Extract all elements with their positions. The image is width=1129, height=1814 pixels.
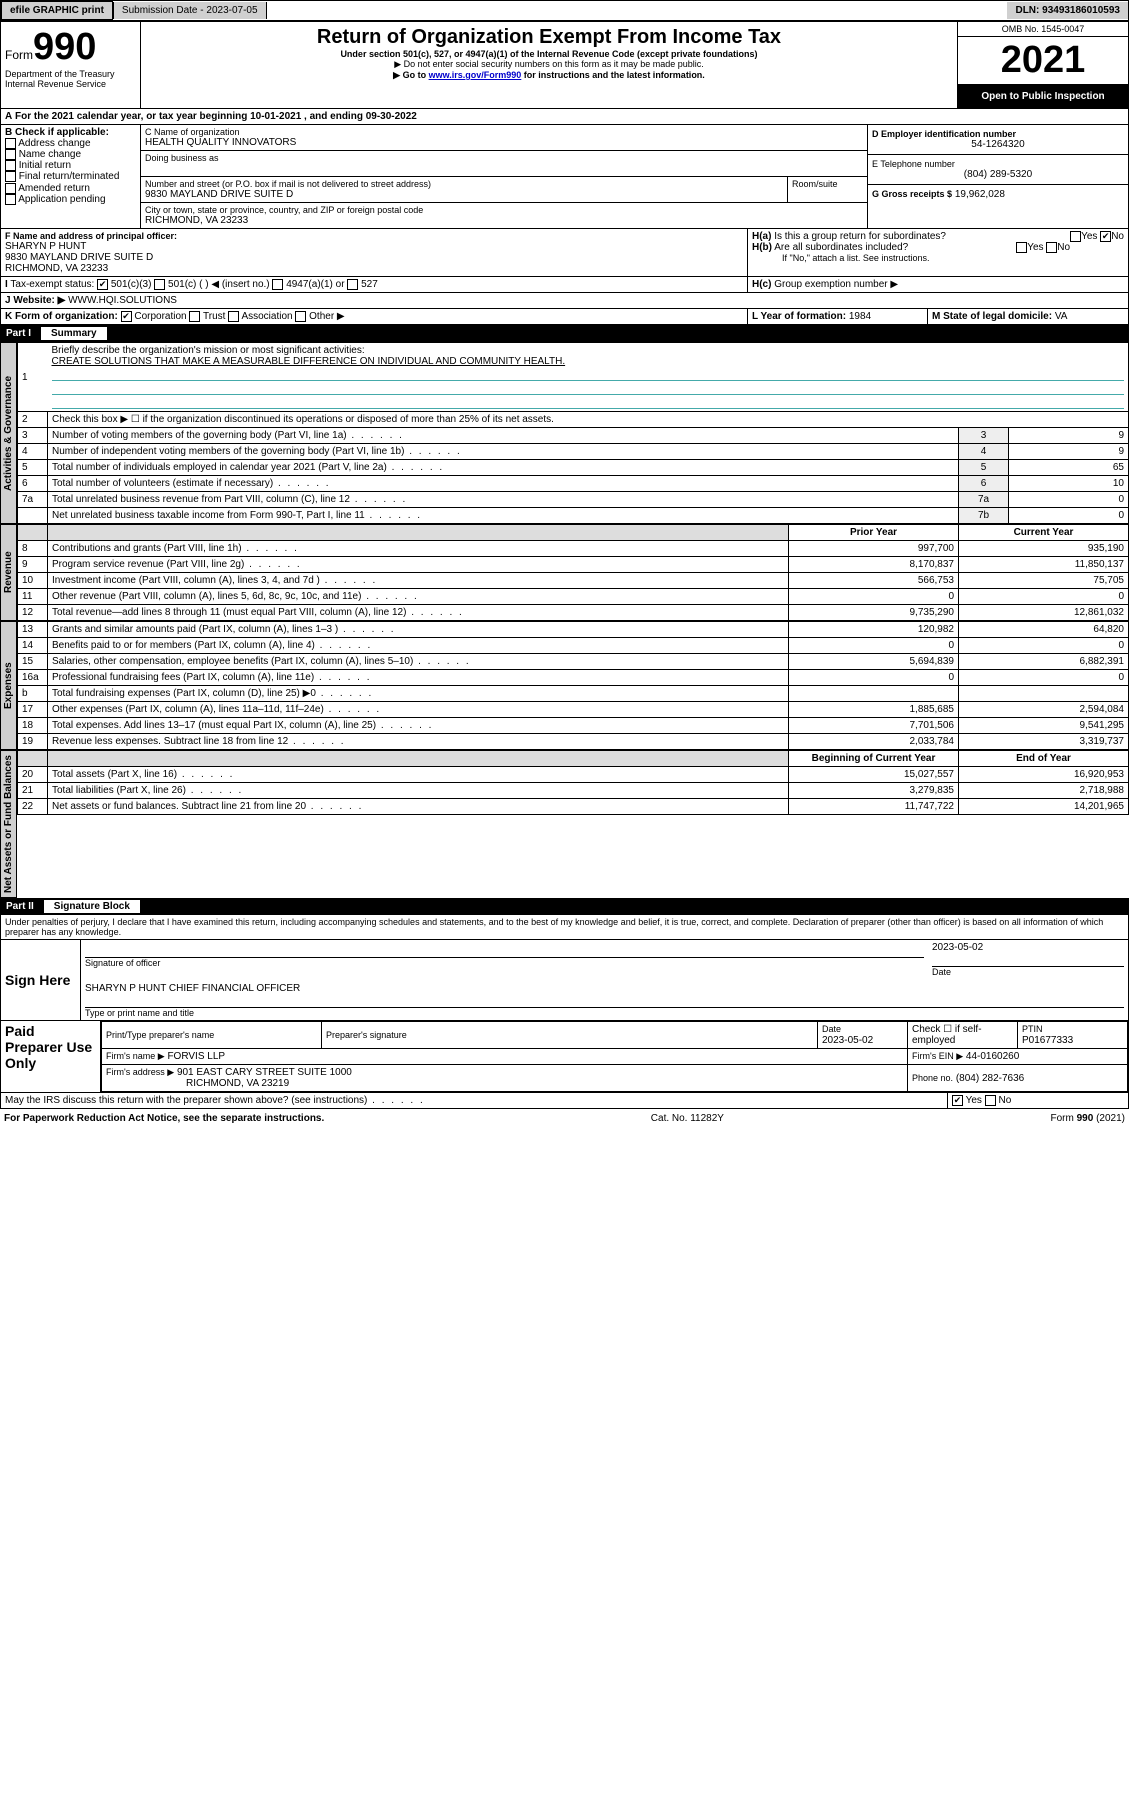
form-header: Form990 Department of the Treasury Inter…: [0, 21, 1129, 109]
year-formed: 1984: [849, 311, 871, 322]
d-lbl: D Employer identification number: [872, 129, 1124, 139]
efile-print-button[interactable]: efile GRAPHIC print: [1, 1, 113, 20]
dba-lbl: Doing business as: [145, 153, 863, 163]
discuss: May the IRS discuss this return with the…: [1, 1093, 948, 1108]
officer-addr1: 9830 MAYLAND DRIVE SUITE D: [5, 252, 743, 263]
org-name: HEALTH QUALITY INNOVATORS: [145, 137, 863, 148]
tab-expenses: Expenses: [0, 621, 17, 750]
q4: Number of independent voting members of …: [48, 444, 959, 460]
q7b: Net unrelated business taxable income fr…: [48, 508, 959, 524]
part1-header: Part ISummary: [0, 325, 1129, 342]
m-lbl: M State of legal domicile:: [932, 311, 1052, 322]
sig-officer-lbl: Signature of officer: [85, 958, 924, 968]
irs-link[interactable]: www.irs.gov/Form990: [429, 70, 522, 80]
domicile: VA: [1055, 311, 1068, 322]
v6: 10: [1009, 476, 1129, 492]
chk-trust[interactable]: [189, 311, 200, 322]
mission: CREATE SOLUTIONS THAT MAKE A MEASURABLE …: [52, 356, 566, 367]
tab-net: Net Assets or Fund Balances: [0, 750, 17, 898]
top-bar: efile GRAPHIC print Submission Date - 20…: [0, 0, 1129, 21]
warn-goto-pre: ▶ Go to: [393, 70, 428, 80]
b-label: B Check if applicable:: [5, 127, 136, 138]
ha-q: Is this a group return for subordinates?: [774, 231, 946, 242]
officer-type-lbl: Type or print name and title: [85, 1008, 1124, 1018]
warn-ssn: ▶ Do not enter social security numbers o…: [145, 59, 953, 70]
officer-name: SHARYN P HUNT: [5, 241, 743, 252]
g-lbl: G Gross receipts $: [872, 189, 952, 199]
chk-address[interactable]: Address change: [5, 138, 136, 149]
k-lbl: K Form of organization:: [5, 311, 118, 322]
warn-goto-post: for instructions and the latest informat…: [521, 70, 705, 80]
chk-final[interactable]: Final return/terminated: [5, 171, 136, 182]
tab-revenue: Revenue: [0, 524, 17, 621]
l-lbl: L Year of formation:: [752, 311, 846, 322]
chk-corp[interactable]: ✔: [121, 311, 132, 322]
date-lbl: Date: [932, 967, 1124, 977]
v7b: 0: [1009, 508, 1129, 524]
form-number: 990: [33, 26, 96, 68]
officer-addr2: RICHMOND, VA 23233: [5, 263, 743, 274]
q6: Total number of volunteers (estimate if …: [48, 476, 959, 492]
submission-date: Submission Date - 2023-07-05: [113, 2, 267, 19]
street: 9830 MAYLAND DRIVE SUITE D: [145, 189, 783, 200]
chk-527[interactable]: [347, 279, 358, 290]
open-public: Open to Public Inspection: [958, 85, 1128, 108]
chk-501c[interactable]: [154, 279, 165, 290]
tax-year: 2021: [958, 37, 1128, 85]
v5: 65: [1009, 460, 1129, 476]
v7a: 0: [1009, 492, 1129, 508]
room-lbl: Room/suite: [787, 177, 867, 202]
chk-4947[interactable]: [272, 279, 283, 290]
part2-header: Part IISignature Block: [0, 898, 1129, 915]
chk-assoc[interactable]: [228, 311, 239, 322]
city-lbl: City or town, state or province, country…: [145, 205, 863, 215]
paid-prep-lbl: Paid Preparer Use Only: [1, 1021, 101, 1092]
line-a: A For the 2021 calendar year, or tax yea…: [1, 109, 1128, 124]
form-subtitle: Under section 501(c), 527, or 4947(a)(1)…: [145, 49, 953, 59]
sign-here-lbl: Sign Here: [1, 940, 81, 1020]
hb-q: Are all subordinates included?: [774, 242, 908, 253]
q1: Briefly describe the organization's miss…: [52, 345, 365, 356]
q3: Number of voting members of the governin…: [48, 428, 959, 444]
q5: Total number of individuals employed in …: [48, 460, 959, 476]
q7a: Total unrelated business revenue from Pa…: [48, 492, 959, 508]
c-name-lbl: C Name of organization: [145, 127, 863, 137]
chk-initial[interactable]: Initial return: [5, 160, 136, 171]
chk-name[interactable]: Name change: [5, 149, 136, 160]
irs-label: Internal Revenue Service: [5, 79, 136, 89]
dln: DLN: 93493186010593: [1007, 2, 1128, 19]
website: WWW.HQI.SOLUTIONS: [68, 295, 177, 306]
chk-discuss-no[interactable]: [985, 1095, 996, 1106]
ein: 54-1264320: [872, 139, 1124, 150]
chk-other[interactable]: [295, 311, 306, 322]
omb: OMB No. 1545-0047: [958, 22, 1128, 37]
city: RICHMOND, VA 23233: [145, 215, 863, 226]
tab-activities: Activities & Governance: [0, 342, 17, 524]
v3: 9: [1009, 428, 1129, 444]
e-lbl: E Telephone number: [872, 159, 1124, 169]
j-lbl: Website: ▶: [13, 295, 65, 306]
chk-amended[interactable]: Amended return: [5, 183, 136, 194]
hc: Group exemption number ▶: [774, 279, 898, 290]
footer-mid: Cat. No. 11282Y: [651, 1113, 724, 1124]
chk-pending[interactable]: Application pending: [5, 194, 136, 205]
chk-discuss-yes[interactable]: ✔: [952, 1095, 963, 1106]
street-lbl: Number and street (or P.O. box if mail i…: [145, 179, 431, 189]
form-prefix: Form: [5, 48, 33, 62]
declaration: Under penalties of perjury, I declare th…: [0, 915, 1129, 940]
footer-left: For Paperwork Reduction Act Notice, see …: [4, 1113, 324, 1124]
footer-right: Form 990 (2021): [1051, 1113, 1125, 1124]
dept-label: Department of the Treasury: [5, 69, 136, 79]
hb-note: If "No," attach a list. See instructions…: [752, 253, 1124, 263]
v4: 9: [1009, 444, 1129, 460]
phone: (804) 289-5320: [872, 169, 1124, 180]
form-title: Return of Organization Exempt From Incom…: [145, 26, 953, 49]
i-lbl: Tax-exempt status:: [10, 279, 94, 290]
q2: Check this box ▶ ☐ if the organization d…: [48, 412, 1129, 428]
chk-501c3[interactable]: ✔: [97, 279, 108, 290]
f-lbl: F Name and address of principal officer:: [5, 231, 743, 241]
gross-receipts: 19,962,028: [955, 189, 1005, 200]
